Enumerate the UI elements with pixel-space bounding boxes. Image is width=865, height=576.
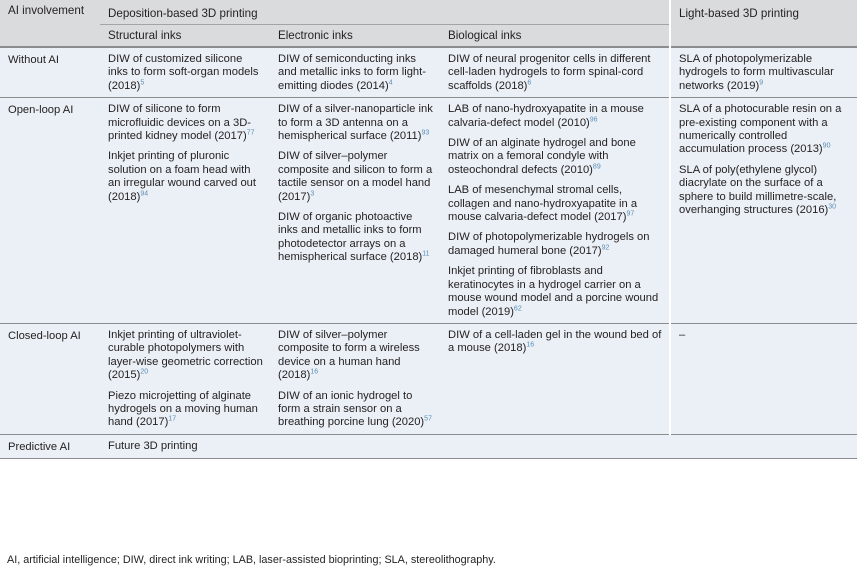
cell-biological: DIW of a cell-laden gel in the wound bed… <box>440 323 671 435</box>
row-label-closed-loop-ai: Closed-loop AI <box>0 323 100 435</box>
table-row: Closed-loop AI Inkjet printing of ultrav… <box>0 323 858 435</box>
entry-text: DIW of silver–polymer composite to form … <box>278 328 420 382</box>
cell-entry: DIW of customized silicone inks to form … <box>108 53 264 93</box>
cell-electronic: DIW of silver–polymer composite to form … <box>270 323 440 435</box>
entry-text: DIW of neural progenitor cells in differ… <box>448 53 651 92</box>
cell-entry: DIW of an ionic hydrogel to form a strai… <box>278 390 434 430</box>
table-row: Without AI DIW of customized silicone in… <box>0 47 858 98</box>
table-row: Predictive AI Future 3D printing <box>0 434 858 459</box>
cell-entry: DIW of a cell-laden gel in the wound bed… <box>448 329 663 356</box>
header-electronic-inks: Electronic inks <box>270 24 440 47</box>
header-light-based: Light-based 3D printing <box>669 0 858 47</box>
cell-entry: – <box>679 329 851 342</box>
reference-link[interactable]: 17 <box>168 415 177 423</box>
entry-text: Inkjet printing of ultraviolet-curable p… <box>108 328 263 382</box>
cell-structural: DIW of customized silicone inks to form … <box>100 47 270 98</box>
reference-link[interactable]: 96 <box>589 115 598 123</box>
row-label-without-ai: Without AI <box>0 47 100 98</box>
cell-light: SLA of photopolymerizable hydrogels to f… <box>669 47 858 98</box>
reference-link[interactable]: 90 <box>822 142 831 150</box>
reference-link[interactable]: 16 <box>310 368 319 376</box>
cell-entry: Inkjet printing of ultraviolet-curable p… <box>108 329 264 383</box>
reference-link[interactable]: 4 <box>388 79 393 87</box>
cell-light: – <box>669 323 858 435</box>
reference-link[interactable]: 6 <box>527 79 532 87</box>
entry-text: Inkjet printing of pluronic solution on … <box>108 150 257 203</box>
reference-link[interactable]: 62 <box>513 304 522 312</box>
cell-entry: DIW of organic photoactive inks and meta… <box>278 211 434 265</box>
cell-entry: LAB of nano-hydroxyapatite in a mouse ca… <box>448 103 663 130</box>
row-label-predictive-ai: Predictive AI <box>0 434 100 459</box>
reference-link[interactable]: 97 <box>626 210 635 218</box>
reference-link[interactable]: 5 <box>140 79 145 87</box>
entry-text: DIW of a cell-laden gel in the wound bed… <box>448 328 662 355</box>
reference-link[interactable]: 30 <box>828 203 837 211</box>
header-deposition-based: Deposition-based 3D printing <box>100 0 671 25</box>
cell-entry: SLA of photopolymerizable hydrogels to f… <box>679 53 851 93</box>
entry-text: SLA of photopolymerizable hydrogels to f… <box>679 53 834 92</box>
entry-text: DIW of customized silicone inks to form … <box>108 53 259 92</box>
reference-link[interactable]: 92 <box>601 244 610 252</box>
entry-text: DIW of silicone to form microfluidic dev… <box>108 103 252 143</box>
cell-entry: SLA of a photocurable resin on a pre-exi… <box>679 103 851 157</box>
cell-biological: LAB of nano-hydroxyapatite in a mouse ca… <box>440 97 671 324</box>
reference-link[interactable]: 16 <box>526 341 535 349</box>
cell-entry: Piezo microjetting of alginate hydrogels… <box>108 390 264 430</box>
entry-text: DIW of photopolymerizable hydrogels on d… <box>448 231 650 257</box>
entry-text: DIW of silver–polymer composite and sili… <box>278 150 433 203</box>
cell-entry: DIW of silver–polymer composite to form … <box>278 329 434 383</box>
entry-text: LAB of nano-hydroxyapatite in a mouse ca… <box>448 103 644 129</box>
reference-link[interactable]: 94 <box>140 189 149 197</box>
cell-electronic: DIW of semiconducting inks and metallic … <box>270 47 440 98</box>
entry-text: DIW of organic photoactive inks and meta… <box>278 211 423 264</box>
entry-text: SLA of poly(ethylene glycol) diacrylate … <box>679 163 837 217</box>
reference-link[interactable]: 9 <box>759 79 764 87</box>
cell-biological: DIW of neural progenitor cells in differ… <box>440 47 671 98</box>
reference-link[interactable]: 93 <box>421 129 430 137</box>
cell-entry: DIW of an alginate hydrogel and bone mat… <box>448 137 663 177</box>
reference-link[interactable]: 3 <box>310 189 315 197</box>
entry-text: Piezo microjetting of alginate hydrogels… <box>108 389 258 429</box>
reference-link[interactable]: 89 <box>592 163 601 171</box>
reference-link[interactable]: 57 <box>424 415 432 423</box>
row-label-open-loop-ai: Open-loop AI <box>0 97 100 324</box>
table-row: Open-loop AI DIW of silicone to form mic… <box>0 97 858 324</box>
cell-structural: Inkjet printing of ultraviolet-curable p… <box>100 323 270 435</box>
cell-entry: DIW of silicone to form microfluidic dev… <box>108 103 264 143</box>
table-footnote: AI, artificial intelligence; DIW, direct… <box>7 554 496 566</box>
header-biological-inks: Biological inks <box>440 24 671 47</box>
cell-electronic: DIW of a silver-nanoparticle ink to form… <box>270 97 440 324</box>
cell-entry: DIW of semiconducting inks and metallic … <box>278 53 434 93</box>
entry-text: Inkjet printing of fibroblasts and kerat… <box>448 265 659 318</box>
cell-entry: DIW of a silver-nanoparticle ink to form… <box>278 103 434 143</box>
reference-link[interactable]: 20 <box>140 368 149 376</box>
header-row-sub: Structural inks Electronic inks Biologic… <box>0 24 857 47</box>
reference-link[interactable]: 77 <box>246 129 255 137</box>
cell-structural: DIW of silicone to form microfluidic dev… <box>100 97 270 324</box>
entry-text: DIW of a silver-nanoparticle ink to form… <box>278 103 433 143</box>
header-ai-involvement: AI involvement <box>0 0 100 47</box>
entry-text: DIW of an alginate hydrogel and bone mat… <box>448 137 636 176</box>
entry-text: DIW of an ionic hydrogel to form a strai… <box>278 389 425 429</box>
cell-entry: DIW of silver–polymer composite and sili… <box>278 150 434 204</box>
cell-entry: DIW of photopolymerizable hydrogels on d… <box>448 231 663 258</box>
cell-entry: LAB of mesenchymal stromal cells, collag… <box>448 184 663 224</box>
ai-3d-printing-table: AI involvement Deposition-based 3D print… <box>0 0 858 459</box>
cell-light: SLA of a photocurable resin on a pre-exi… <box>669 97 858 324</box>
cell-entry: Inkjet printing of pluronic solution on … <box>108 150 264 204</box>
entry-text: LAB of mesenchymal stromal cells, collag… <box>448 184 638 224</box>
cell-entry: DIW of neural progenitor cells in differ… <box>448 53 663 93</box>
cell-entry: SLA of poly(ethylene glycol) diacrylate … <box>679 164 851 218</box>
entry-text: SLA of a photocurable resin on a pre-exi… <box>679 103 842 156</box>
cell-future-3d-printing: Future 3D printing <box>100 434 858 459</box>
header-structural-inks: Structural inks <box>100 24 270 47</box>
reference-link[interactable]: 11 <box>422 250 430 258</box>
entry-text: – <box>679 328 686 341</box>
header-row-top: AI involvement Deposition-based 3D print… <box>0 0 858 47</box>
entry-text: DIW of semiconducting inks and metallic … <box>278 53 426 92</box>
cell-entry: Inkjet printing of fibroblasts and kerat… <box>448 265 663 319</box>
